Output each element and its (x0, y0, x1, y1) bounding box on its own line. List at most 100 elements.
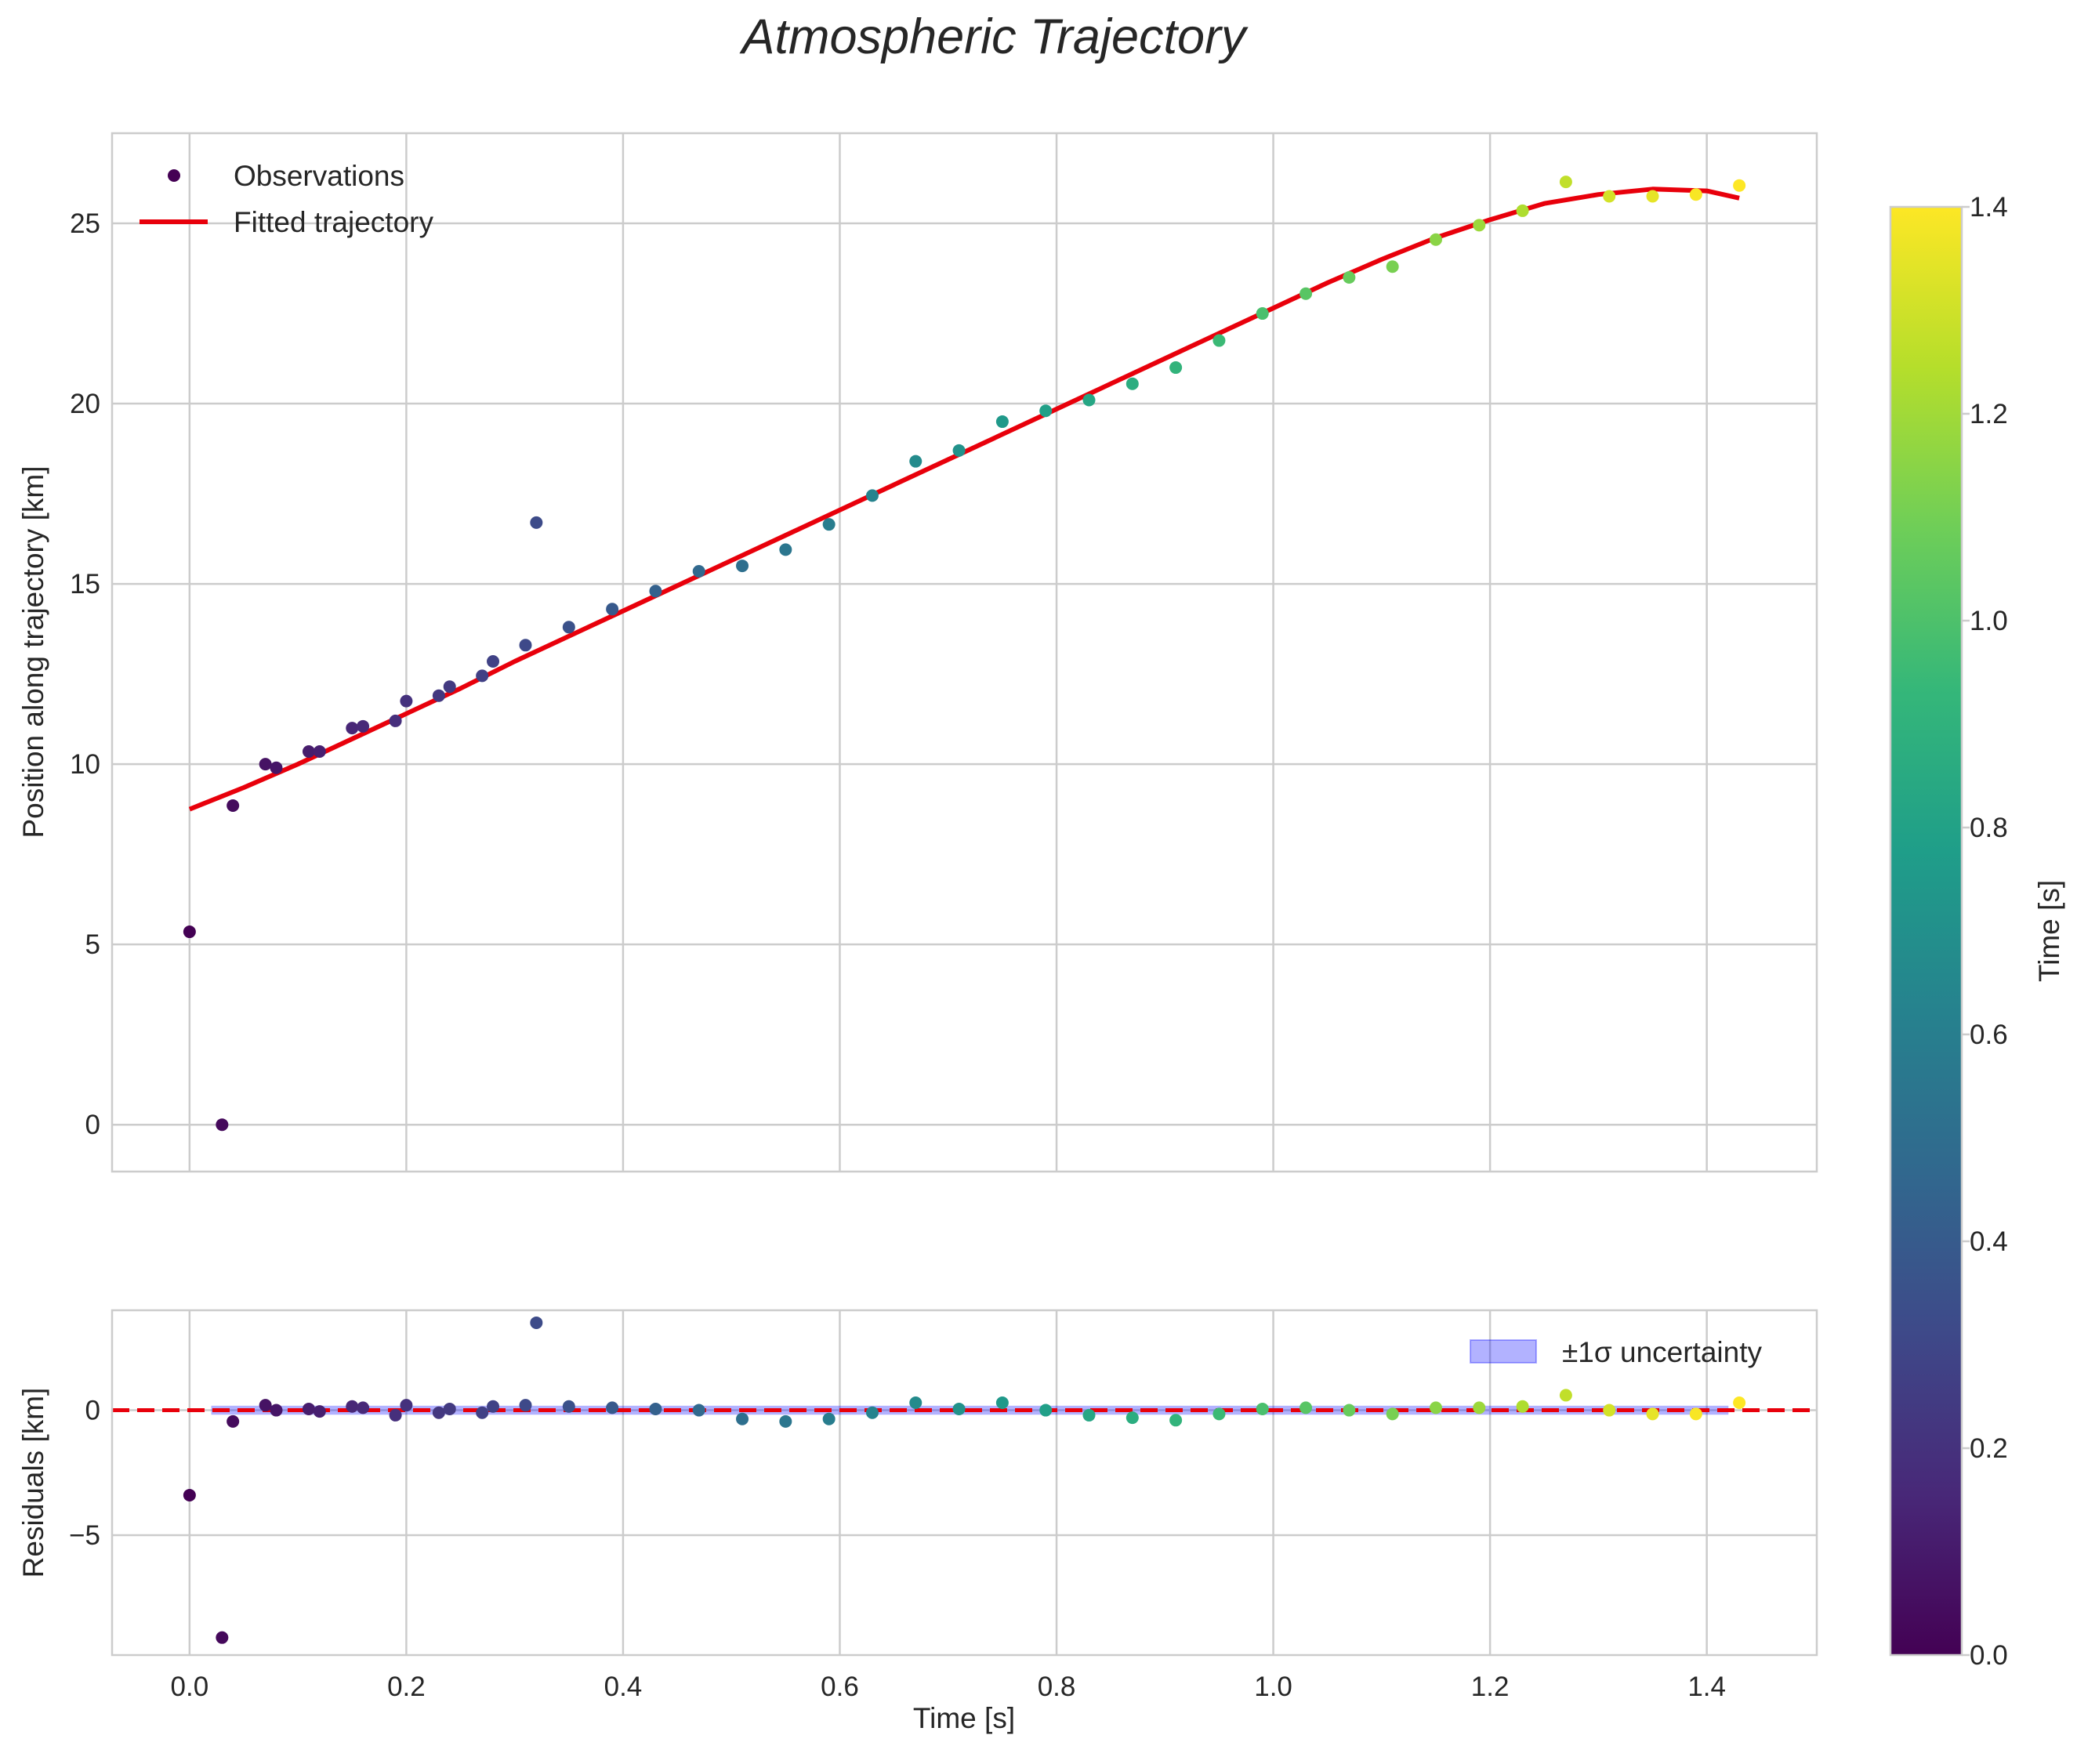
observation-point (1299, 287, 1313, 300)
colorbar-tick-label: 0.8 (1970, 813, 2008, 843)
trajectory-y-tick-label: 20 (70, 389, 100, 419)
residuals-y-tick-label: 0 (85, 1396, 100, 1426)
residual-point (487, 1400, 500, 1413)
observation-point (1125, 377, 1139, 390)
residuals-panel: −5 0 0.0 0.2 0.4 0.6 0.8 1.0 1.2 1.4 Residuals [… (17, 1309, 1818, 1734)
trajectory-y-axis-label: Position along trajectory [km] (17, 465, 49, 838)
residual-point (736, 1412, 749, 1425)
residual-point (779, 1414, 792, 1428)
residual-points-layer (183, 1316, 1746, 1644)
observation-point (779, 543, 792, 556)
x-tick-label: 0.2 (387, 1672, 426, 1702)
trajectory-axes-background (112, 133, 1817, 1172)
observation-point (519, 639, 532, 652)
colorbar-ticks: 0.0 0.2 0.4 0.6 0.8 1.0 1.2 1.4 (1962, 192, 2008, 1671)
observation-point (400, 694, 413, 708)
x-tick-label: 1.0 (1254, 1672, 1292, 1702)
residuals-x-ticks: 0.0 0.2 0.4 0.6 0.8 1.0 1.2 1.4 (171, 1672, 1726, 1702)
residual-point (1733, 1396, 1746, 1409)
observation-point (1646, 190, 1659, 203)
observation-point (822, 518, 836, 531)
colorbar-tick-label: 0.2 (1970, 1433, 2008, 1464)
observation-point (346, 722, 359, 735)
observation-point (1559, 176, 1572, 189)
observation-point (389, 714, 402, 727)
observation-point (995, 415, 1009, 429)
observation-point (1516, 204, 1529, 217)
legend-observations-label: Observations (234, 160, 404, 192)
observation-point (1603, 190, 1616, 203)
colorbar: 0.0 0.2 0.4 0.6 0.8 1.0 1.2 1.4 Time [s] (1889, 192, 2065, 1671)
residuals-axes-background (112, 1310, 1817, 1655)
observation-point (443, 680, 456, 694)
residual-point (1343, 1404, 1356, 1417)
residual-point (346, 1400, 359, 1413)
residual-point (606, 1401, 619, 1414)
observation-point (432, 689, 445, 702)
residual-point (1646, 1407, 1659, 1421)
observation-point (909, 455, 923, 468)
observation-point (865, 489, 879, 502)
residual-point (1169, 1414, 1183, 1427)
colorbar-tick-label: 1.4 (1970, 192, 2008, 223)
chart-title: Atmospheric Trajectory (738, 9, 1249, 64)
observation-point (270, 761, 283, 774)
residual-point (822, 1412, 836, 1425)
x-tick-label: 0.0 (171, 1672, 209, 1702)
observation-point (476, 669, 489, 683)
observation-point (313, 745, 326, 759)
observation-point (1256, 307, 1269, 321)
residual-point (1039, 1404, 1053, 1417)
trajectory-panel: 0 5 10 15 20 25 Position along trajectory [km… (17, 132, 1818, 1173)
x-tick-label: 1.4 (1687, 1672, 1726, 1702)
trajectory-y-tick-label: 15 (70, 569, 100, 599)
observation-point (649, 585, 662, 598)
observation-point (357, 719, 370, 733)
residual-point (313, 1405, 326, 1418)
observation-point (1733, 179, 1746, 192)
x-axis-label: Time [s] (913, 1702, 1015, 1734)
residual-point (562, 1400, 575, 1413)
residual-point (1212, 1407, 1226, 1421)
residual-point (432, 1406, 445, 1419)
residuals-y-axis-label: Residuals [km] (17, 1388, 49, 1578)
x-tick-label: 1.2 (1471, 1672, 1510, 1702)
residual-point (216, 1631, 229, 1644)
residual-point (443, 1402, 456, 1415)
observation-point (1429, 233, 1442, 246)
residual-point (227, 1414, 240, 1428)
residual-point (302, 1402, 315, 1415)
observation-point (736, 560, 749, 573)
residual-point (183, 1488, 196, 1501)
residuals-y-tick-label: −5 (69, 1520, 100, 1551)
residual-point (400, 1399, 413, 1412)
x-tick-label: 0.6 (821, 1672, 859, 1702)
trajectory-legend: Observations Fitted trajectory (140, 160, 433, 238)
trajectory-y-ticks: 0 5 10 15 20 25 (70, 208, 100, 1140)
residual-point (1082, 1408, 1096, 1422)
observation-point (692, 564, 705, 578)
residual-point (476, 1406, 489, 1419)
residual-point (692, 1404, 705, 1417)
colorbar-tick-label: 0.4 (1970, 1226, 2008, 1257)
residual-point (259, 1399, 272, 1412)
residual-point (1689, 1407, 1702, 1421)
observation-point (216, 1118, 229, 1132)
colorbar-gradient (1889, 205, 1963, 1657)
observation-point (1082, 393, 1096, 407)
observation-point (952, 444, 966, 457)
residual-point (519, 1399, 532, 1412)
observation-point (302, 745, 315, 759)
trajectory-axes-frame (111, 132, 1818, 1173)
residual-point (1603, 1404, 1616, 1417)
observation-point (606, 603, 619, 616)
residual-point (649, 1402, 662, 1415)
x-tick-label: 0.4 (604, 1672, 643, 1702)
residual-point (357, 1401, 370, 1414)
residual-point (530, 1316, 543, 1329)
residual-point (1559, 1389, 1572, 1402)
residual-point (1256, 1402, 1269, 1415)
colorbar-tick-label: 0.6 (1970, 1020, 2008, 1050)
